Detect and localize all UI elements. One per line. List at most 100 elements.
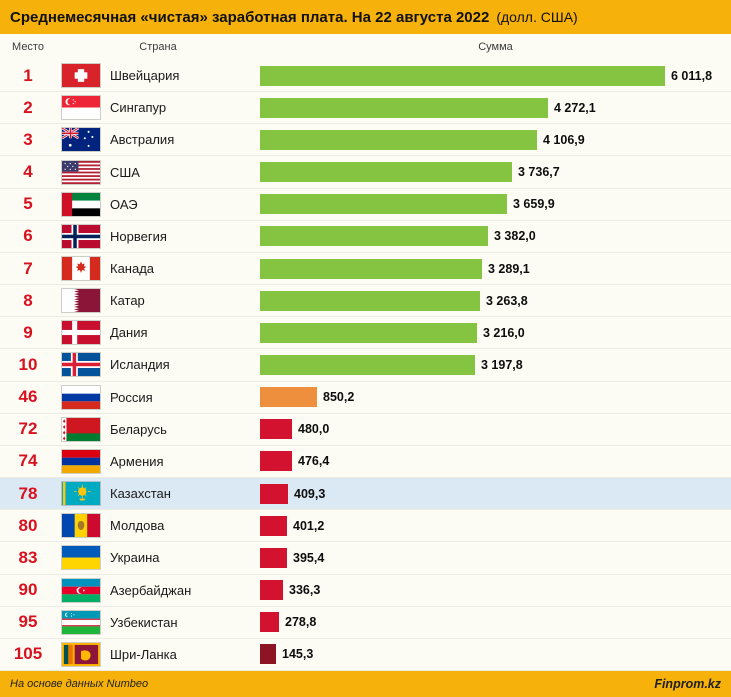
rank-value: 83 xyxy=(18,547,38,567)
table-row: 105 Шри-Ланка 145,3 xyxy=(0,639,731,671)
table-row: 7 Канада 3 289,1 xyxy=(0,253,731,286)
armenia-flag-icon xyxy=(62,449,100,473)
table-row: 8 Катар 3 263,8 xyxy=(0,285,731,318)
bar-track: 3 197,8 xyxy=(260,354,731,375)
rank-value: 90 xyxy=(18,580,38,600)
rank-value: 46 xyxy=(18,387,38,407)
value-label: 480,0 xyxy=(298,422,330,437)
value-bar xyxy=(260,515,287,536)
value-bar xyxy=(260,644,276,665)
value-label: 3 216,0 xyxy=(483,325,525,340)
rank-value: 4 xyxy=(23,162,33,182)
table-row: 10 Исландия 3 197,8 xyxy=(0,349,731,382)
rank-value: 95 xyxy=(18,612,38,632)
footer-bar: На основе данных Numbeo Finprom.kz xyxy=(0,671,731,697)
country-name: Казахстан xyxy=(110,486,171,502)
value-bar xyxy=(260,483,288,504)
bar-track: 278,8 xyxy=(260,612,731,633)
rank-value: 7 xyxy=(23,258,33,278)
value-bar xyxy=(260,547,287,568)
country-name: Узбекистан xyxy=(110,614,178,630)
rank-value: 1 xyxy=(23,65,33,85)
country-name: Шри-Ланка xyxy=(110,646,177,662)
uae-flag-icon xyxy=(62,192,100,216)
table-row: 90 Азербайджан 336,3 xyxy=(0,575,731,607)
value-bar xyxy=(260,258,482,279)
bar-track: 409,3 xyxy=(260,483,731,504)
country-cell: Казахстан xyxy=(56,482,260,506)
bar-track: 401,2 xyxy=(260,515,731,536)
country-cell: Катар xyxy=(56,289,260,313)
norway-flag-icon xyxy=(62,224,100,248)
singapore-flag-icon xyxy=(62,96,100,120)
belarus-flag-icon xyxy=(62,417,100,441)
value-bar xyxy=(260,65,665,86)
uzbekistan-flag-icon xyxy=(62,610,100,634)
country-cell: Швейцария xyxy=(56,64,260,88)
russia-flag-icon xyxy=(62,385,100,409)
value-bar xyxy=(260,97,548,118)
country-name: ОАЭ xyxy=(110,196,138,212)
bar-track: 4 106,9 xyxy=(260,129,731,150)
country-cell: Канада xyxy=(56,257,260,281)
value-label: 6 011,8 xyxy=(671,68,713,83)
bar-track: 3 382,0 xyxy=(260,226,731,247)
column-header-amount: Сумма xyxy=(478,41,513,53)
country-name: Беларусь xyxy=(110,421,167,437)
moldova-flag-icon xyxy=(62,514,100,538)
country-name: Австралия xyxy=(110,132,175,148)
table-row: 5 ОАЭ 3 659,9 xyxy=(0,189,731,221)
sri-lanka-flag-icon xyxy=(62,642,100,666)
canada-flag-icon xyxy=(62,257,100,281)
value-bar xyxy=(260,451,292,472)
value-label: 3 263,8 xyxy=(486,293,528,308)
country-name: Молдова xyxy=(110,518,165,534)
rank-value: 78 xyxy=(18,483,38,503)
country-name: Дания xyxy=(110,325,148,341)
bar-track: 3 216,0 xyxy=(260,322,731,343)
bar-track: 145,3 xyxy=(260,644,731,665)
value-label: 409,3 xyxy=(294,486,326,501)
table-row: 2 Сингапур 4 272,1 xyxy=(0,92,731,125)
country-name: Сингапур xyxy=(110,100,167,116)
country-name: Швейцария xyxy=(110,68,180,84)
bar-track: 3 659,9 xyxy=(260,194,731,215)
denmark-flag-icon xyxy=(62,321,100,345)
country-cell: Узбекистан xyxy=(56,610,260,634)
rank-value: 3 xyxy=(23,129,33,149)
table-row: 3 Австралия 4 106,9 xyxy=(0,124,731,157)
bar-track: 850,2 xyxy=(260,387,731,408)
rank-value: 105 xyxy=(13,644,43,664)
value-bar xyxy=(260,419,292,440)
bar-track: 476,4 xyxy=(260,451,731,472)
ukraine-flag-icon xyxy=(62,546,100,570)
ranking-table: 1 Швейцария 6 011,8 2 Сингапур 4 272,1 3 Австра… xyxy=(0,60,731,671)
country-name: США xyxy=(110,164,140,180)
value-label: 145,3 xyxy=(282,647,314,662)
page-title: Среднемесячная «чистая» заработная плата… xyxy=(10,8,490,26)
country-name: Россия xyxy=(110,389,153,405)
bar-track: 3 736,7 xyxy=(260,162,731,183)
table-row: 6 Норвегия 3 382,0 xyxy=(0,221,731,253)
value-label: 3 736,7 xyxy=(518,165,560,180)
country-cell: Шри-Ланка xyxy=(56,642,260,666)
table-row: 83 Украина 395,4 xyxy=(0,542,731,575)
table-row: 95 Узбекистан 278,8 xyxy=(0,607,731,639)
value-label: 4 106,9 xyxy=(543,132,585,147)
country-cell: Украина xyxy=(56,546,260,570)
value-bar xyxy=(260,612,279,633)
country-name: Исландия xyxy=(110,357,170,373)
table-row: 4 США 3 736,7 xyxy=(0,156,731,189)
bar-track: 3 263,8 xyxy=(260,290,731,311)
value-label: 278,8 xyxy=(285,615,317,630)
rank-value: 9 xyxy=(23,322,33,342)
kazakhstan-flag-icon xyxy=(62,482,100,506)
country-cell: Молдова xyxy=(56,514,260,538)
bar-track: 336,3 xyxy=(260,580,731,601)
iceland-flag-icon xyxy=(62,353,100,377)
country-cell: Норвегия xyxy=(56,224,260,248)
table-row: 80 Молдова 401,2 xyxy=(0,510,731,543)
country-name: Норвегия xyxy=(110,228,167,244)
value-bar xyxy=(260,290,480,311)
